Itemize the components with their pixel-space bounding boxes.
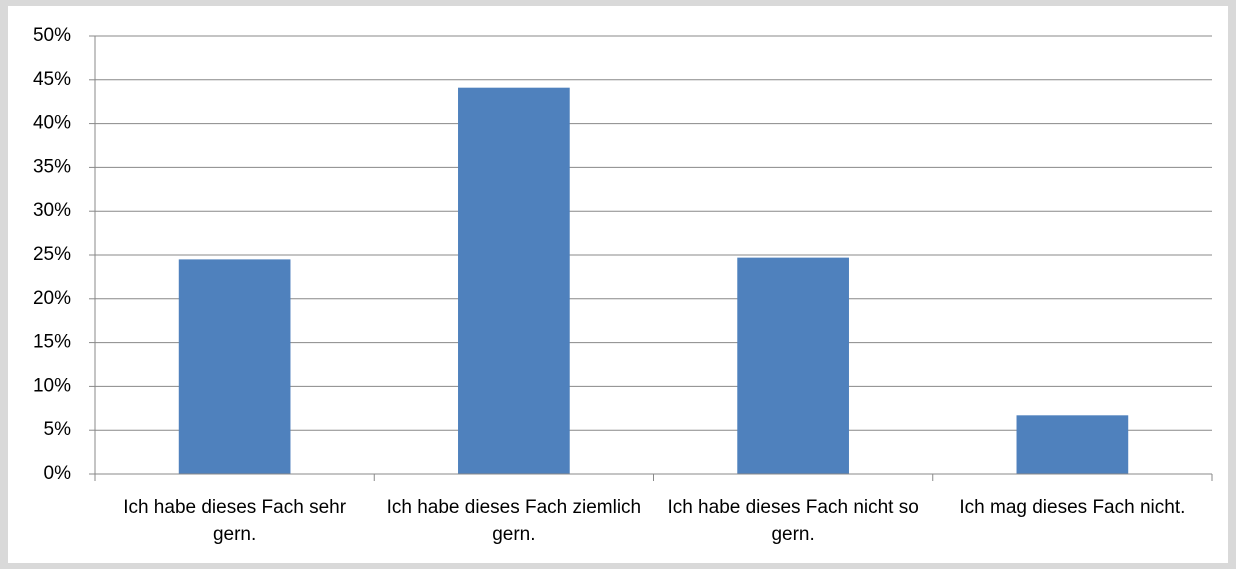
bar (458, 87, 570, 475)
y-tick-label: 30% (33, 200, 71, 221)
y-tick-label: 50% (33, 25, 71, 46)
bar (178, 259, 291, 474)
x-tick-label: Ich habe dieses Fach nicht so gern. (667, 497, 919, 545)
y-tick-label: 25% (33, 244, 71, 265)
x-tick-label: Ich habe dieses Fach sehr gern. (123, 497, 347, 545)
y-tick-label: 40% (33, 113, 71, 134)
y-tick-label: 5% (44, 419, 72, 440)
x-tick-label: Ich habe dieses Fach ziemlich gern. (386, 497, 642, 545)
bar (737, 257, 849, 474)
y-tick-label: 45% (33, 69, 71, 90)
y-tick-label: 10% (33, 375, 71, 396)
y-tick-label: 0% (44, 463, 72, 484)
x-tick-label: Ich mag dieses Fach nicht. (959, 497, 1186, 518)
y-tick-label: 20% (33, 288, 71, 309)
bar (1016, 415, 1129, 474)
y-tick-label: 15% (33, 332, 71, 353)
y-tick-label: 35% (33, 156, 71, 177)
